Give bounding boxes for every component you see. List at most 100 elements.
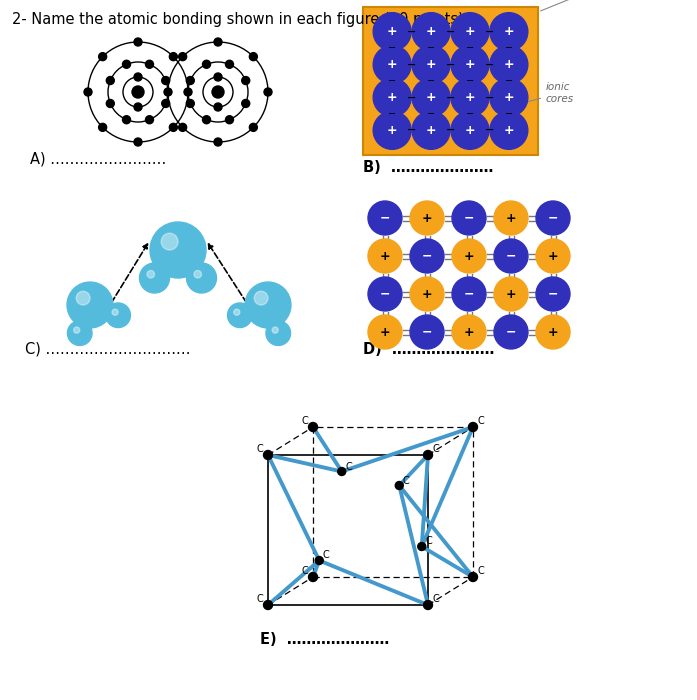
Circle shape — [368, 239, 402, 273]
Text: +: + — [426, 58, 436, 71]
Circle shape — [67, 282, 113, 328]
Circle shape — [536, 239, 570, 273]
Text: C: C — [323, 550, 330, 561]
Text: −: − — [388, 109, 396, 119]
Text: C: C — [403, 475, 410, 486]
Text: −: − — [505, 76, 513, 86]
Circle shape — [169, 123, 177, 132]
Bar — [363, 7, 538, 155]
Text: −: − — [427, 109, 435, 119]
Text: −: − — [548, 288, 558, 300]
Text: +: + — [426, 91, 436, 104]
Circle shape — [410, 277, 444, 311]
Text: −: − — [388, 43, 396, 53]
Circle shape — [134, 38, 142, 46]
Text: −: − — [466, 43, 474, 53]
Text: −: − — [484, 92, 494, 102]
Text: −: − — [427, 76, 435, 86]
Circle shape — [451, 13, 489, 50]
Text: −: − — [484, 60, 494, 69]
Text: −: − — [446, 125, 455, 135]
Text: +: + — [465, 124, 475, 136]
Circle shape — [410, 315, 444, 349]
Circle shape — [84, 88, 92, 96]
Circle shape — [214, 138, 222, 146]
Circle shape — [468, 423, 477, 431]
Text: +: + — [465, 58, 475, 71]
Circle shape — [264, 88, 272, 96]
Text: −: − — [388, 76, 396, 86]
Circle shape — [490, 13, 528, 50]
Circle shape — [250, 52, 257, 61]
Text: C: C — [256, 594, 263, 604]
Text: +: + — [422, 288, 432, 300]
Circle shape — [410, 201, 444, 235]
Text: +: + — [387, 58, 397, 71]
Text: −: − — [422, 326, 432, 339]
Circle shape — [315, 556, 323, 564]
Text: +: + — [380, 326, 390, 339]
Circle shape — [395, 482, 404, 489]
Circle shape — [272, 327, 278, 333]
Text: C: C — [302, 416, 308, 426]
Circle shape — [494, 239, 528, 273]
Text: C: C — [477, 566, 484, 576]
Text: +: + — [387, 91, 397, 104]
Circle shape — [266, 321, 291, 346]
Text: C: C — [433, 444, 439, 454]
Circle shape — [227, 303, 252, 328]
Circle shape — [468, 573, 477, 582]
Text: C: C — [433, 594, 439, 604]
Text: +: + — [503, 58, 514, 71]
Text: −: − — [484, 125, 494, 135]
Circle shape — [123, 60, 130, 69]
Circle shape — [146, 116, 153, 124]
Circle shape — [452, 239, 486, 273]
Text: +: + — [464, 326, 475, 339]
Circle shape — [368, 315, 402, 349]
Circle shape — [123, 116, 130, 124]
Circle shape — [203, 116, 210, 124]
Circle shape — [194, 270, 201, 278]
Circle shape — [139, 263, 169, 293]
Circle shape — [134, 73, 142, 81]
Text: −: − — [422, 249, 432, 262]
Circle shape — [373, 46, 411, 83]
Text: −: − — [407, 125, 416, 135]
Circle shape — [164, 88, 172, 96]
Circle shape — [536, 277, 570, 311]
Circle shape — [242, 76, 250, 85]
Circle shape — [233, 309, 240, 315]
Text: −: − — [407, 92, 416, 102]
Circle shape — [309, 423, 318, 431]
Text: C: C — [302, 566, 308, 576]
Circle shape — [178, 123, 187, 132]
Text: E)  …………………: E) ………………… — [260, 632, 389, 647]
Circle shape — [452, 315, 486, 349]
Circle shape — [212, 86, 224, 98]
Text: C: C — [477, 416, 484, 426]
Text: +: + — [465, 91, 475, 104]
Circle shape — [68, 321, 92, 346]
Text: −: − — [446, 92, 455, 102]
Circle shape — [373, 78, 411, 116]
Circle shape — [418, 542, 426, 550]
Circle shape — [106, 99, 114, 108]
Circle shape — [490, 78, 528, 116]
Text: +: + — [426, 124, 436, 136]
Text: "sea of electrons": "sea of electrons" — [541, 0, 638, 11]
Text: −: − — [407, 60, 416, 69]
Circle shape — [452, 277, 486, 311]
Text: +: + — [506, 211, 516, 225]
Text: +: + — [426, 25, 436, 38]
Circle shape — [452, 201, 486, 235]
Circle shape — [494, 277, 528, 311]
Circle shape — [451, 46, 489, 83]
Circle shape — [490, 46, 528, 83]
Text: +: + — [548, 249, 558, 262]
Text: D)  …………………: D) ………………… — [363, 342, 494, 357]
Circle shape — [412, 111, 450, 149]
Text: −: − — [407, 27, 416, 36]
Circle shape — [451, 111, 489, 149]
Text: −: − — [505, 43, 513, 53]
